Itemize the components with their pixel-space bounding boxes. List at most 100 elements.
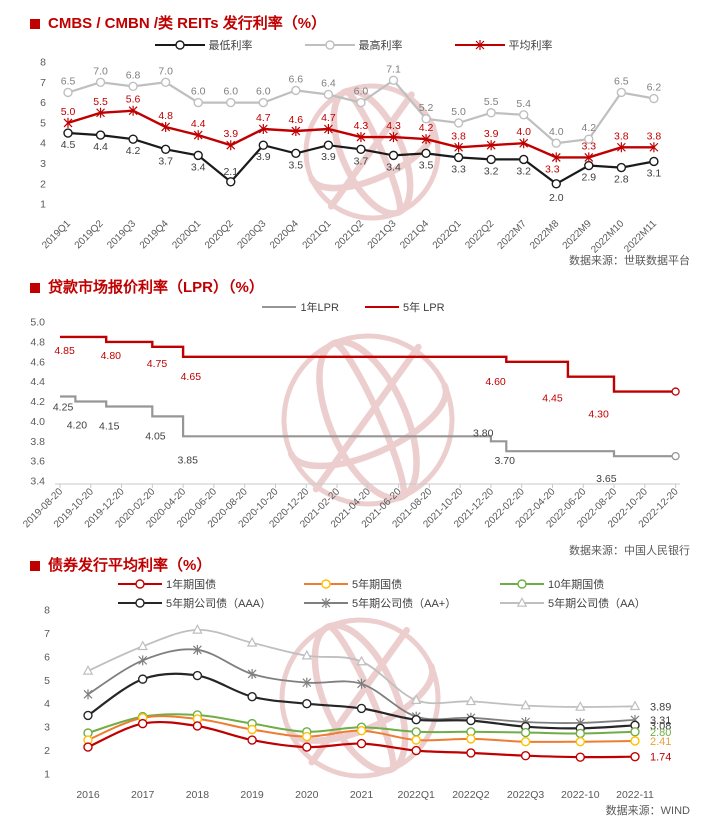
point-marker-triangle bbox=[192, 624, 203, 634]
end-value-label: 1.74 bbox=[650, 752, 671, 764]
y-tick-label: 3.8 bbox=[30, 436, 45, 448]
x-tick-label: 2019 bbox=[240, 789, 264, 801]
point-marker-circle bbox=[291, 148, 301, 159]
point-marker-circle bbox=[584, 134, 594, 144]
y-tick-label: 8 bbox=[40, 57, 46, 69]
data-label: 4.2 bbox=[126, 145, 141, 157]
legend-item: 1年期国债 bbox=[118, 576, 304, 592]
point-marker-circle bbox=[356, 703, 367, 714]
point-marker-circle bbox=[453, 152, 464, 163]
point-marker-star bbox=[323, 123, 333, 134]
point-marker-circle bbox=[302, 742, 312, 752]
point-marker-circle bbox=[302, 731, 312, 742]
legend-label: 最高利率 bbox=[358, 40, 403, 52]
point-marker-circle bbox=[356, 144, 366, 154]
data-label: 2.9 bbox=[581, 172, 596, 184]
legend-label: 10年期国债 bbox=[548, 579, 605, 591]
data-label: 3.9 bbox=[484, 128, 499, 140]
data-label: 4.60 bbox=[485, 376, 506, 388]
end-value-label: 3.08 bbox=[650, 720, 671, 732]
y-tick-label: 4.2 bbox=[30, 396, 45, 408]
data-label: 3.5 bbox=[419, 159, 434, 171]
data-label: 5.0 bbox=[61, 106, 76, 118]
series-1年LPR: 4.25 4.20 4.15 4.05 3.85 3.80 3.70 3.65 bbox=[53, 395, 680, 485]
point-marker-star bbox=[486, 140, 496, 151]
legend-sample bbox=[118, 579, 162, 589]
point-marker-circle bbox=[247, 724, 257, 735]
point-marker-circle bbox=[519, 110, 529, 120]
point-marker-circle bbox=[520, 736, 531, 747]
y-tick-label: 4.4 bbox=[30, 376, 45, 388]
point-marker-triangle bbox=[575, 701, 586, 711]
data-label: 4.0 bbox=[549, 126, 564, 138]
data-label: 4.3 bbox=[354, 120, 369, 132]
data-label: 6.5 bbox=[61, 75, 76, 87]
legend-sample bbox=[454, 40, 505, 50]
cmbs-chart-section: CMBS / CMBN /类 REITs 发行利率（%） 最低利率 最高利率 平均利… bbox=[0, 14, 707, 270]
data-label: 4.2 bbox=[581, 122, 596, 134]
data-label: 4.2 bbox=[419, 122, 434, 134]
x-tick-label: 2020Q4 bbox=[268, 218, 301, 251]
y-tick-label: 6 bbox=[40, 97, 46, 109]
point-marker-circle bbox=[630, 751, 640, 762]
point-marker-circle bbox=[174, 40, 185, 50]
point-marker-star bbox=[193, 130, 203, 141]
chart1-legend: 最低利率 最高利率 平均利率 bbox=[0, 36, 707, 54]
legend-label: 5年期国债 bbox=[352, 579, 403, 591]
point-marker-star bbox=[161, 121, 171, 132]
data-label: 4.30 bbox=[588, 409, 609, 421]
point-marker-circle bbox=[302, 699, 312, 709]
data-label: 4.45 bbox=[542, 393, 563, 405]
data-label: 4.65 bbox=[181, 371, 202, 383]
legend-sample bbox=[304, 40, 355, 50]
point-marker-star bbox=[454, 142, 464, 153]
point-marker-star bbox=[247, 668, 257, 679]
legend-label: 1年LPR bbox=[300, 302, 339, 314]
point-marker-circle bbox=[520, 751, 531, 761]
chart3-title: 债券发行平均利率（%） bbox=[48, 557, 212, 574]
x-tick-label: 2020Q2 bbox=[203, 218, 236, 251]
data-label: 3.7 bbox=[158, 155, 173, 167]
point-marker-circle bbox=[324, 40, 335, 50]
data-label: 3.2 bbox=[484, 165, 499, 177]
point-marker-circle bbox=[160, 77, 171, 87]
point-marker-triangle bbox=[301, 649, 313, 660]
data-label: 3.85 bbox=[178, 454, 199, 466]
point-marker-circle bbox=[388, 150, 399, 161]
data-label: 4.85 bbox=[54, 345, 75, 357]
data-label: 3.4 bbox=[386, 161, 401, 173]
end-marker bbox=[671, 452, 680, 461]
series-最低利率: 4.5 4.4 4.2 3.7 3.4 2.1 3.9 3.5 3.9 3.7 3.4 3.5 3.3 3… bbox=[61, 128, 661, 204]
y-tick-label: 4 bbox=[44, 698, 50, 710]
point-marker-triangle bbox=[82, 665, 94, 675]
legend-label: 平均利率 bbox=[508, 40, 553, 52]
data-label: 3.8 bbox=[647, 130, 662, 142]
data-label: 4.3 bbox=[386, 120, 401, 132]
data-label: 3.5 bbox=[289, 159, 304, 171]
point-marker-circle bbox=[411, 727, 421, 737]
point-marker-star bbox=[302, 677, 312, 688]
point-marker-circle bbox=[63, 128, 73, 138]
data-label: 6.8 bbox=[126, 69, 141, 81]
lpr-chart-section: 贷款市场报价利率（LPR）（%） 1年LPR 5年 LPR 5.0 4.8 4.6 4.… bbox=[0, 278, 707, 560]
point-marker-circle bbox=[519, 154, 529, 165]
y-axis-labels: 5.0 4.8 4.6 4.4 4.2 4.0 3.8 3.6 3.4 bbox=[30, 317, 45, 488]
point-marker-star bbox=[519, 138, 529, 149]
point-marker-circle bbox=[258, 140, 268, 150]
point-marker-triangle bbox=[356, 655, 367, 666]
point-marker-circle bbox=[466, 748, 476, 758]
point-marker-circle bbox=[575, 728, 585, 739]
point-marker-circle bbox=[83, 710, 93, 721]
point-marker-circle bbox=[193, 97, 203, 108]
y-tick-label: 5 bbox=[40, 117, 46, 129]
point-marker-circle bbox=[421, 148, 431, 159]
x-tick-label: 2020Q1 bbox=[170, 218, 203, 251]
legend-label: 1年期国债 bbox=[166, 579, 217, 591]
point-marker-triangle bbox=[410, 694, 422, 705]
x-axis-labels: 2016 2017 2018 2019 2020 2021 2022Q1 2022Q2 2022… bbox=[76, 789, 654, 801]
point-marker-circle bbox=[356, 725, 367, 736]
point-marker-circle bbox=[323, 140, 334, 150]
title-bullet-icon bbox=[30, 561, 40, 571]
x-tick-label: 2022M8 bbox=[528, 218, 562, 252]
